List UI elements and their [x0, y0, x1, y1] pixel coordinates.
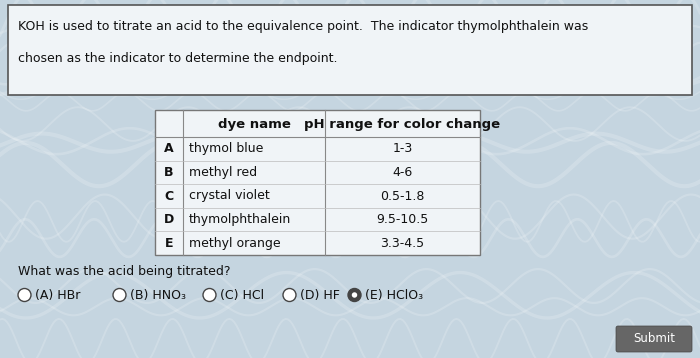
Text: (D) HF: (D) HF: [300, 289, 340, 301]
Text: dye name: dye name: [218, 118, 290, 131]
Circle shape: [352, 292, 357, 298]
Text: 1-3: 1-3: [393, 142, 412, 155]
Text: D: D: [164, 213, 174, 226]
Text: 9.5-10.5: 9.5-10.5: [377, 213, 428, 226]
Text: thymol blue: thymol blue: [189, 142, 263, 155]
Circle shape: [203, 289, 216, 301]
Circle shape: [283, 289, 296, 301]
Text: (B) HNO₃: (B) HNO₃: [130, 289, 186, 301]
Text: 0.5-1.8: 0.5-1.8: [380, 189, 425, 203]
FancyBboxPatch shape: [155, 110, 480, 255]
FancyBboxPatch shape: [616, 326, 692, 352]
Text: pH range for color change: pH range for color change: [304, 118, 500, 131]
Text: crystal violet: crystal violet: [189, 189, 270, 203]
Text: methyl red: methyl red: [189, 166, 257, 179]
Circle shape: [18, 289, 31, 301]
Text: 4-6: 4-6: [393, 166, 412, 179]
Text: (E) HClO₃: (E) HClO₃: [365, 289, 423, 301]
Text: (C) HCl: (C) HCl: [220, 289, 264, 301]
Text: E: E: [164, 237, 174, 250]
Text: Submit: Submit: [633, 333, 675, 345]
Text: 3.3-4.5: 3.3-4.5: [380, 237, 425, 250]
Text: chosen as the indicator to determine the endpoint.: chosen as the indicator to determine the…: [18, 52, 337, 65]
Text: C: C: [164, 189, 174, 203]
Circle shape: [113, 289, 126, 301]
Text: What was the acid being titrated?: What was the acid being titrated?: [18, 265, 230, 278]
Text: thymolphthalein: thymolphthalein: [189, 213, 291, 226]
FancyBboxPatch shape: [8, 5, 692, 95]
Text: B: B: [164, 166, 174, 179]
Text: methyl orange: methyl orange: [189, 237, 281, 250]
Circle shape: [348, 289, 361, 301]
Text: A: A: [164, 142, 174, 155]
Text: KOH is used to titrate an acid to the equivalence point.  The indicator thymolph: KOH is used to titrate an acid to the eq…: [18, 20, 588, 33]
Text: (A) HBr: (A) HBr: [35, 289, 80, 301]
